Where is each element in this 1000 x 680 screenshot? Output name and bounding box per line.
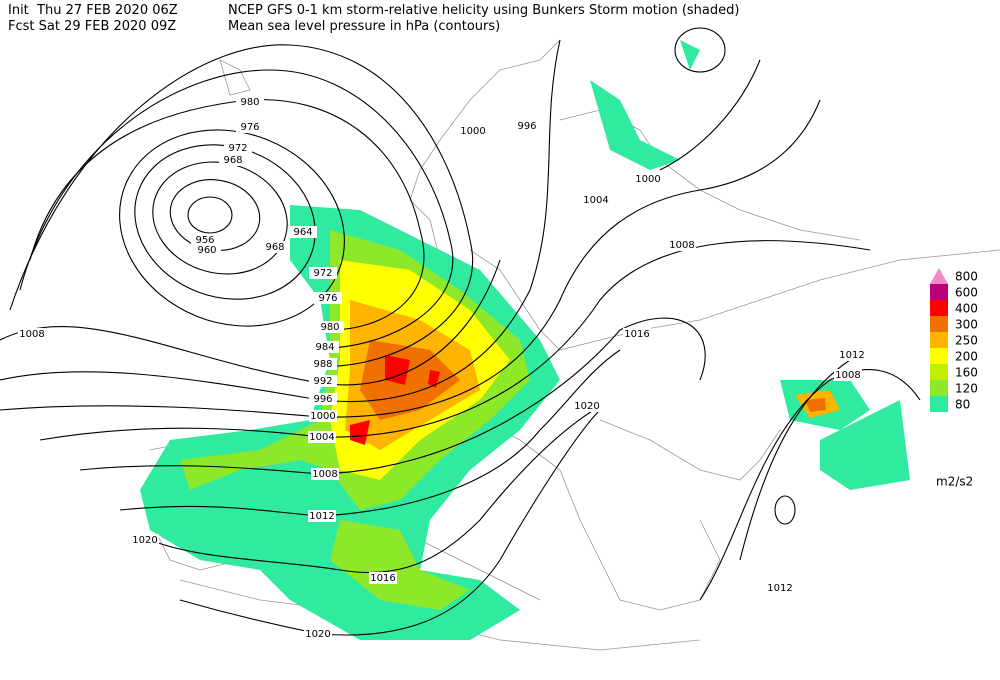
contour-label-bg bbox=[668, 239, 696, 251]
contour-label: 1012 bbox=[309, 511, 334, 522]
contour-label-bg bbox=[261, 241, 289, 253]
legend-label: 160 bbox=[955, 366, 978, 380]
contour-label: 976 bbox=[318, 293, 337, 304]
contour-label: 980 bbox=[320, 322, 339, 333]
contour-label: 1020 bbox=[132, 535, 157, 546]
contour-label: 988 bbox=[313, 359, 332, 370]
contour-label-bg bbox=[309, 410, 337, 422]
legend-swatch bbox=[930, 284, 948, 300]
contour-label: 996 bbox=[313, 394, 332, 405]
contour-label: 984 bbox=[315, 342, 334, 353]
contour-label-bg bbox=[308, 431, 336, 443]
contour-label: 960 bbox=[197, 245, 216, 256]
contour-label: 1008 bbox=[312, 469, 337, 480]
forecast-time: Fcst Sat 29 FEB 2020 09Z bbox=[8, 19, 176, 34]
contour-label-bg bbox=[309, 267, 337, 279]
contour-label-bg bbox=[582, 194, 610, 206]
contour-label: 1012 bbox=[767, 583, 792, 594]
legend-label: 400 bbox=[955, 302, 978, 316]
contour-label-bg bbox=[18, 328, 46, 340]
contour-label: 972 bbox=[313, 268, 332, 279]
contour-label: 976 bbox=[240, 122, 259, 133]
contour-label: 1008 bbox=[669, 240, 694, 251]
contour-label: 972 bbox=[228, 143, 247, 154]
legend-label: 200 bbox=[955, 350, 978, 364]
contour-label: 1004 bbox=[583, 195, 608, 206]
contour-label: 1016 bbox=[370, 573, 395, 584]
map-subtitle: Mean sea level pressure in hPa (contours… bbox=[228, 19, 500, 34]
contour-label-bg bbox=[191, 234, 219, 246]
contour-label-bg bbox=[459, 125, 487, 137]
legend-swatch bbox=[930, 396, 948, 412]
contour-label: 968 bbox=[223, 155, 242, 166]
contour-label-bg bbox=[766, 582, 794, 594]
contour-label: 992 bbox=[313, 376, 332, 387]
contour-label: 980 bbox=[240, 97, 259, 108]
contour-label-bg bbox=[219, 154, 247, 166]
contour-label-bg bbox=[834, 369, 862, 381]
contour-label-bg bbox=[316, 321, 344, 333]
contour-label-bg bbox=[573, 400, 601, 412]
contour-label: 1004 bbox=[309, 432, 334, 443]
contour-label: 1020 bbox=[574, 401, 599, 412]
contour-label-bg bbox=[193, 244, 221, 256]
contour-label-bg bbox=[309, 393, 337, 405]
contour-label-bg bbox=[131, 534, 159, 546]
legend-label: 800 bbox=[955, 270, 978, 284]
contour-label-bg bbox=[311, 468, 339, 480]
contour-label: 1020 bbox=[305, 629, 330, 640]
legend-label: 250 bbox=[955, 334, 978, 348]
contour-label-bg bbox=[309, 375, 337, 387]
map-title: NCEP GFS 0-1 km storm-relative helicity … bbox=[228, 3, 739, 18]
contour-label-bg bbox=[634, 173, 662, 185]
legend-label: 80 bbox=[955, 398, 970, 412]
contour-label-bg bbox=[369, 572, 397, 584]
contour-label-bg bbox=[308, 510, 336, 522]
contour-label-bg bbox=[311, 341, 339, 353]
legend-unit: m2/s2 bbox=[936, 475, 973, 489]
contour-labels: 9809769729689569609649689729769809849889… bbox=[18, 96, 866, 640]
legend-label: 120 bbox=[955, 382, 978, 396]
legend-swatch bbox=[930, 380, 948, 396]
contour-label-bg bbox=[309, 358, 337, 370]
color-legend: 800 600 400 300 250 200 160 120 80 bbox=[930, 268, 978, 412]
legend-swatch bbox=[930, 300, 948, 316]
contour-label: 1000 bbox=[635, 174, 660, 185]
contour-label: 964 bbox=[293, 227, 312, 238]
legend-swatch bbox=[930, 316, 948, 332]
contour-label-bg bbox=[314, 292, 342, 304]
legend-label: 300 bbox=[955, 318, 978, 332]
contour-label-bg bbox=[236, 121, 264, 133]
contour-label-bg bbox=[289, 226, 317, 238]
helicity-shading bbox=[140, 40, 910, 640]
contour-label-bg bbox=[513, 120, 541, 132]
contour-label: 1008 bbox=[835, 370, 860, 381]
contour-label: 1016 bbox=[624, 329, 649, 340]
contour-label-bg bbox=[623, 328, 651, 340]
contour-label: 1000 bbox=[460, 126, 485, 137]
contour-label-bg bbox=[304, 628, 332, 640]
legend-label: 600 bbox=[955, 286, 978, 300]
contour-label: 1000 bbox=[310, 411, 335, 422]
contour-label-bg bbox=[236, 96, 264, 108]
legend-swatch bbox=[930, 348, 948, 364]
contour-label: 1012 bbox=[839, 350, 864, 361]
contour-label: 956 bbox=[195, 235, 214, 246]
contour-label: 996 bbox=[517, 121, 536, 132]
isobars bbox=[0, 27, 921, 636]
contour-label: 968 bbox=[265, 242, 284, 253]
contour-label: 1008 bbox=[19, 329, 44, 340]
contour-label-bg bbox=[838, 349, 866, 361]
legend-swatch bbox=[930, 268, 948, 284]
legend-swatch bbox=[930, 332, 948, 348]
legend-swatch bbox=[930, 364, 948, 380]
init-time: Init Thu 27 FEB 2020 06Z bbox=[8, 3, 178, 18]
contour-label-bg bbox=[224, 142, 252, 154]
